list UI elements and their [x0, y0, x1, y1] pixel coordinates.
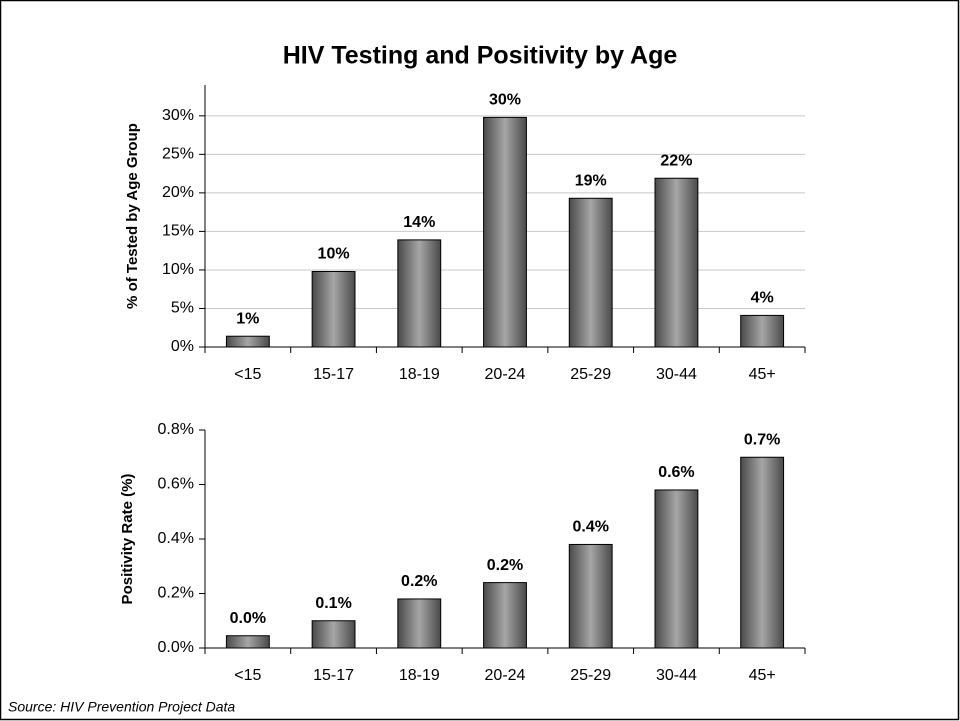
data-label: 10% — [318, 246, 350, 263]
bar — [654, 177, 699, 348]
y-tick-label: 25% — [162, 146, 194, 163]
x-tick-label: 45+ — [749, 667, 776, 684]
x-tick-label: 15-17 — [313, 667, 354, 684]
x-tick-label: <15 — [234, 667, 261, 684]
bar — [740, 456, 785, 649]
y-tick-label: 30% — [162, 107, 194, 124]
x-tick-label: 25-29 — [570, 366, 611, 383]
bar — [311, 270, 356, 348]
y-tick-label: 0% — [171, 338, 194, 355]
bar — [225, 635, 270, 649]
data-label: 22% — [660, 152, 692, 169]
data-label: 14% — [403, 214, 435, 231]
bar — [225, 335, 270, 348]
x-tick-label: 25-29 — [570, 667, 611, 684]
x-tick-label: 30-44 — [656, 366, 697, 383]
data-label: 4% — [751, 290, 774, 307]
data-label: 0.4% — [572, 519, 608, 536]
y-tick-label: 0.8% — [158, 421, 194, 438]
bar — [654, 489, 699, 649]
x-tick-label: 18-19 — [399, 366, 440, 383]
data-label: 0.0% — [230, 610, 266, 627]
data-label: 0.2% — [487, 557, 523, 574]
x-tick-label: <15 — [234, 366, 261, 383]
x-tick-label: 18-19 — [399, 667, 440, 684]
bar — [397, 598, 442, 649]
x-tick-label: 15-17 — [313, 366, 354, 383]
bar — [483, 582, 527, 649]
x-tick-label: 20-24 — [485, 667, 526, 684]
bar — [311, 620, 356, 649]
y-tick-label: 0.0% — [158, 639, 194, 656]
bar — [568, 197, 613, 348]
x-tick-label: 30-44 — [656, 667, 697, 684]
y-axis-label: % of Tested by Age Group — [124, 123, 141, 309]
chart-title: HIV Testing and Positivity by Age — [283, 42, 678, 70]
source-note: Source: HIV Prevention Project Data — [8, 699, 235, 715]
x-tick-label: 45+ — [749, 366, 776, 383]
data-label: 0.6% — [658, 464, 694, 481]
data-label: 0.7% — [744, 431, 780, 448]
data-label: 0.1% — [315, 595, 351, 612]
x-tick-label: 20-24 — [485, 366, 526, 383]
y-tick-label: 5% — [171, 300, 194, 317]
bar — [483, 116, 527, 348]
bar — [568, 543, 613, 649]
y-tick-label: 20% — [162, 184, 194, 201]
y-tick-label: 10% — [162, 261, 194, 278]
y-tick-label: 0.4% — [158, 530, 194, 547]
data-label: 19% — [575, 172, 607, 189]
data-label: 0.2% — [401, 573, 437, 590]
y-axis-label: Positivity Rate (%) — [119, 474, 136, 605]
data-label: 1% — [236, 310, 259, 327]
bar — [740, 314, 785, 348]
y-tick-label: 0.6% — [158, 476, 194, 493]
bar — [397, 239, 442, 348]
y-tick-label: 15% — [162, 223, 194, 240]
y-tick-label: 0.2% — [158, 585, 194, 602]
data-label: 30% — [489, 92, 521, 109]
